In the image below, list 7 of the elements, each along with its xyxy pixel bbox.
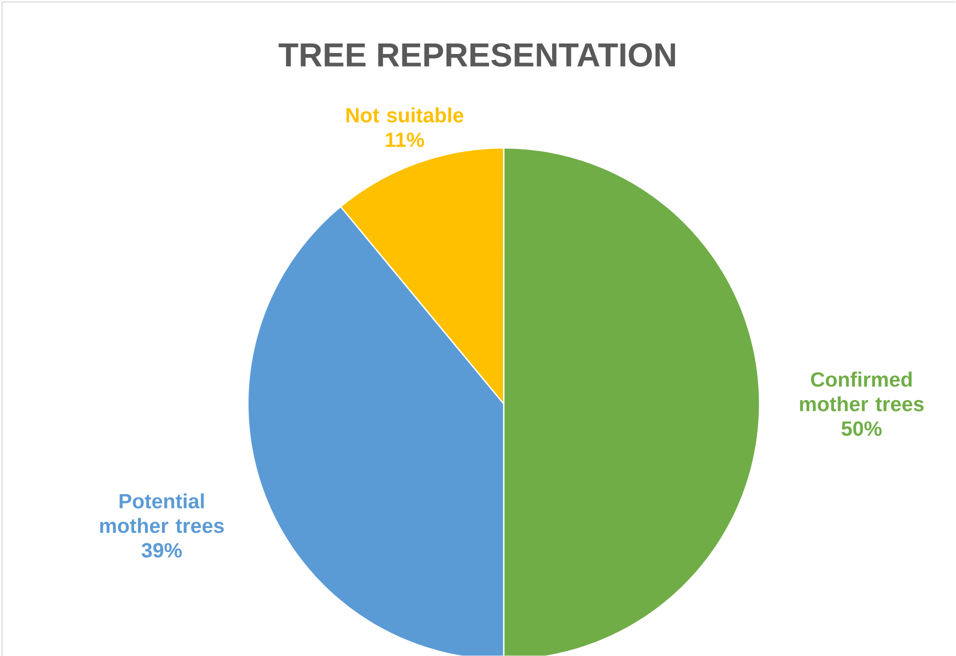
slice-label: Confirmed mother trees [800,372,924,412]
data-label: 39% [142,542,182,558]
data-label: 50% [842,421,882,436]
slice-label: Not suitable [346,107,464,122]
data-label: 11% [386,132,424,147]
chart-title: TREE REPRESENTATION [278,43,676,67]
slice-label: Potential mother trees [100,493,224,533]
